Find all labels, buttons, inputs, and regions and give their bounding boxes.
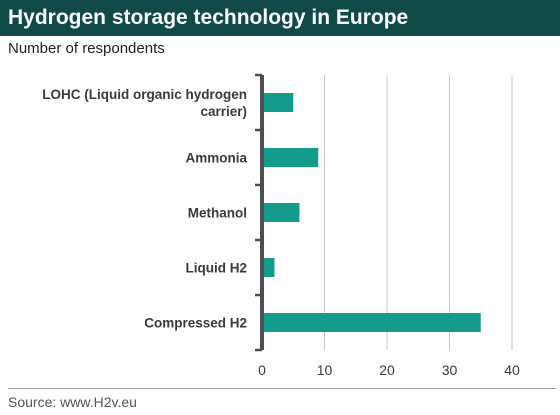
category-label-3: Liquid H2 (186, 261, 248, 276)
bar-2 (262, 203, 300, 222)
chart-title: Hydrogen storage technology in Europe (8, 6, 409, 29)
x-tick-label-1: 10 (317, 362, 333, 378)
category-label-4: Compressed H2 (144, 316, 247, 331)
category-label-0: LOHC (Liquid organic hydrogen carrier) (42, 87, 247, 119)
x-tick-label-0: 0 (258, 362, 266, 378)
x-tick-label-2: 20 (379, 362, 395, 378)
source-divider (8, 388, 556, 389)
bar-0 (262, 93, 294, 112)
bar-chart: LOHC (Liquid organic hydrogen carrier) Amm… (42, 73, 520, 378)
x-tick-label-3: 30 (442, 362, 458, 378)
chart-subtitle: Number of respondents (8, 40, 165, 57)
title-bar: Hydrogen storage technology in Europe (0, 0, 560, 36)
category-label-1: Ammonia (185, 151, 247, 166)
bar-3 (262, 258, 275, 277)
x-tick-label-4: 40 (504, 362, 520, 378)
bar-4 (262, 313, 481, 332)
bar-1 (262, 148, 319, 167)
source-note: Source: www.H2v.eu (8, 394, 137, 410)
category-label-2: Methanol (188, 206, 247, 221)
